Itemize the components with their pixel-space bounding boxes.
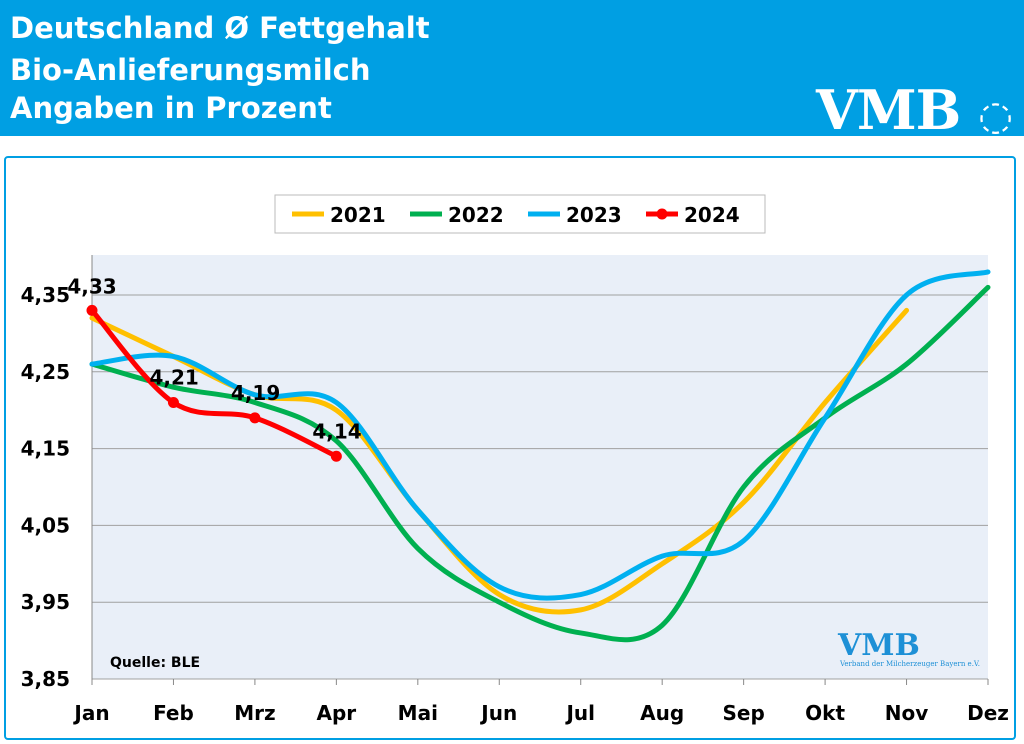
y-tick-label: 4,05 — [21, 513, 70, 537]
legend-marker — [656, 208, 668, 220]
data-label: 4,19 — [231, 381, 280, 405]
x-tick-label: Mai — [398, 701, 438, 725]
legend-label: 2024 — [684, 203, 740, 227]
x-tick-label: Jul — [564, 701, 595, 725]
series-line-2024 — [89, 307, 339, 459]
x-tick-label: Feb — [153, 701, 194, 725]
x-tick-label: Jan — [72, 701, 109, 725]
vmb-logo: VMB ◌ — [815, 78, 1013, 142]
x-tick-label: Jun — [479, 701, 517, 725]
watermark-subtitle: Verband der Milcherzeuger Bayern e.V. — [839, 660, 980, 668]
legend-label: 2021 — [330, 203, 386, 227]
data-point-2024 — [167, 397, 179, 409]
series-line-2022 — [89, 284, 991, 643]
x-tick-label: Okt — [805, 701, 845, 725]
y-tick-label: 4,25 — [21, 360, 70, 384]
y-tick-label: 3,95 — [21, 590, 70, 614]
chart-frame — [4, 156, 1016, 740]
y-tick-label: 4,35 — [21, 283, 70, 307]
x-tick-label: Aug — [640, 701, 684, 725]
series-line-2023 — [89, 269, 991, 601]
plot-area — [92, 255, 988, 679]
data-point-2024 — [86, 304, 98, 316]
data-label: 4,14 — [312, 419, 361, 443]
source-note: Quelle: BLE — [110, 655, 200, 671]
header-banner: Deutschland Ø Fettgehalt Bio-Anlieferung… — [0, 0, 1024, 142]
legend-label: 2022 — [448, 203, 504, 227]
y-tick-label: 4,15 — [21, 437, 70, 461]
x-tick-label: Dez — [967, 701, 1009, 725]
legend-label: 2023 — [566, 203, 622, 227]
legend — [274, 194, 766, 234]
x-tick-label: Nov — [885, 701, 929, 725]
x-tick-label: Apr — [317, 701, 357, 725]
data-point-2024 — [249, 412, 261, 424]
data-label: 4,21 — [149, 366, 198, 390]
x-tick-label: Sep — [722, 701, 764, 725]
x-tick-label: Mrz — [234, 701, 275, 725]
y-tick-label: 3,85 — [21, 667, 70, 691]
title-line-1: Deutschland Ø Fettgehalt — [10, 11, 430, 45]
data-label: 4,33 — [67, 274, 116, 298]
data-point-2024 — [330, 450, 342, 462]
title-line-2: Bio-Anlieferungsmilch — [10, 53, 371, 87]
title-line-3: Angaben in Prozent — [10, 91, 332, 125]
watermark-logo: VMB — [837, 628, 920, 663]
